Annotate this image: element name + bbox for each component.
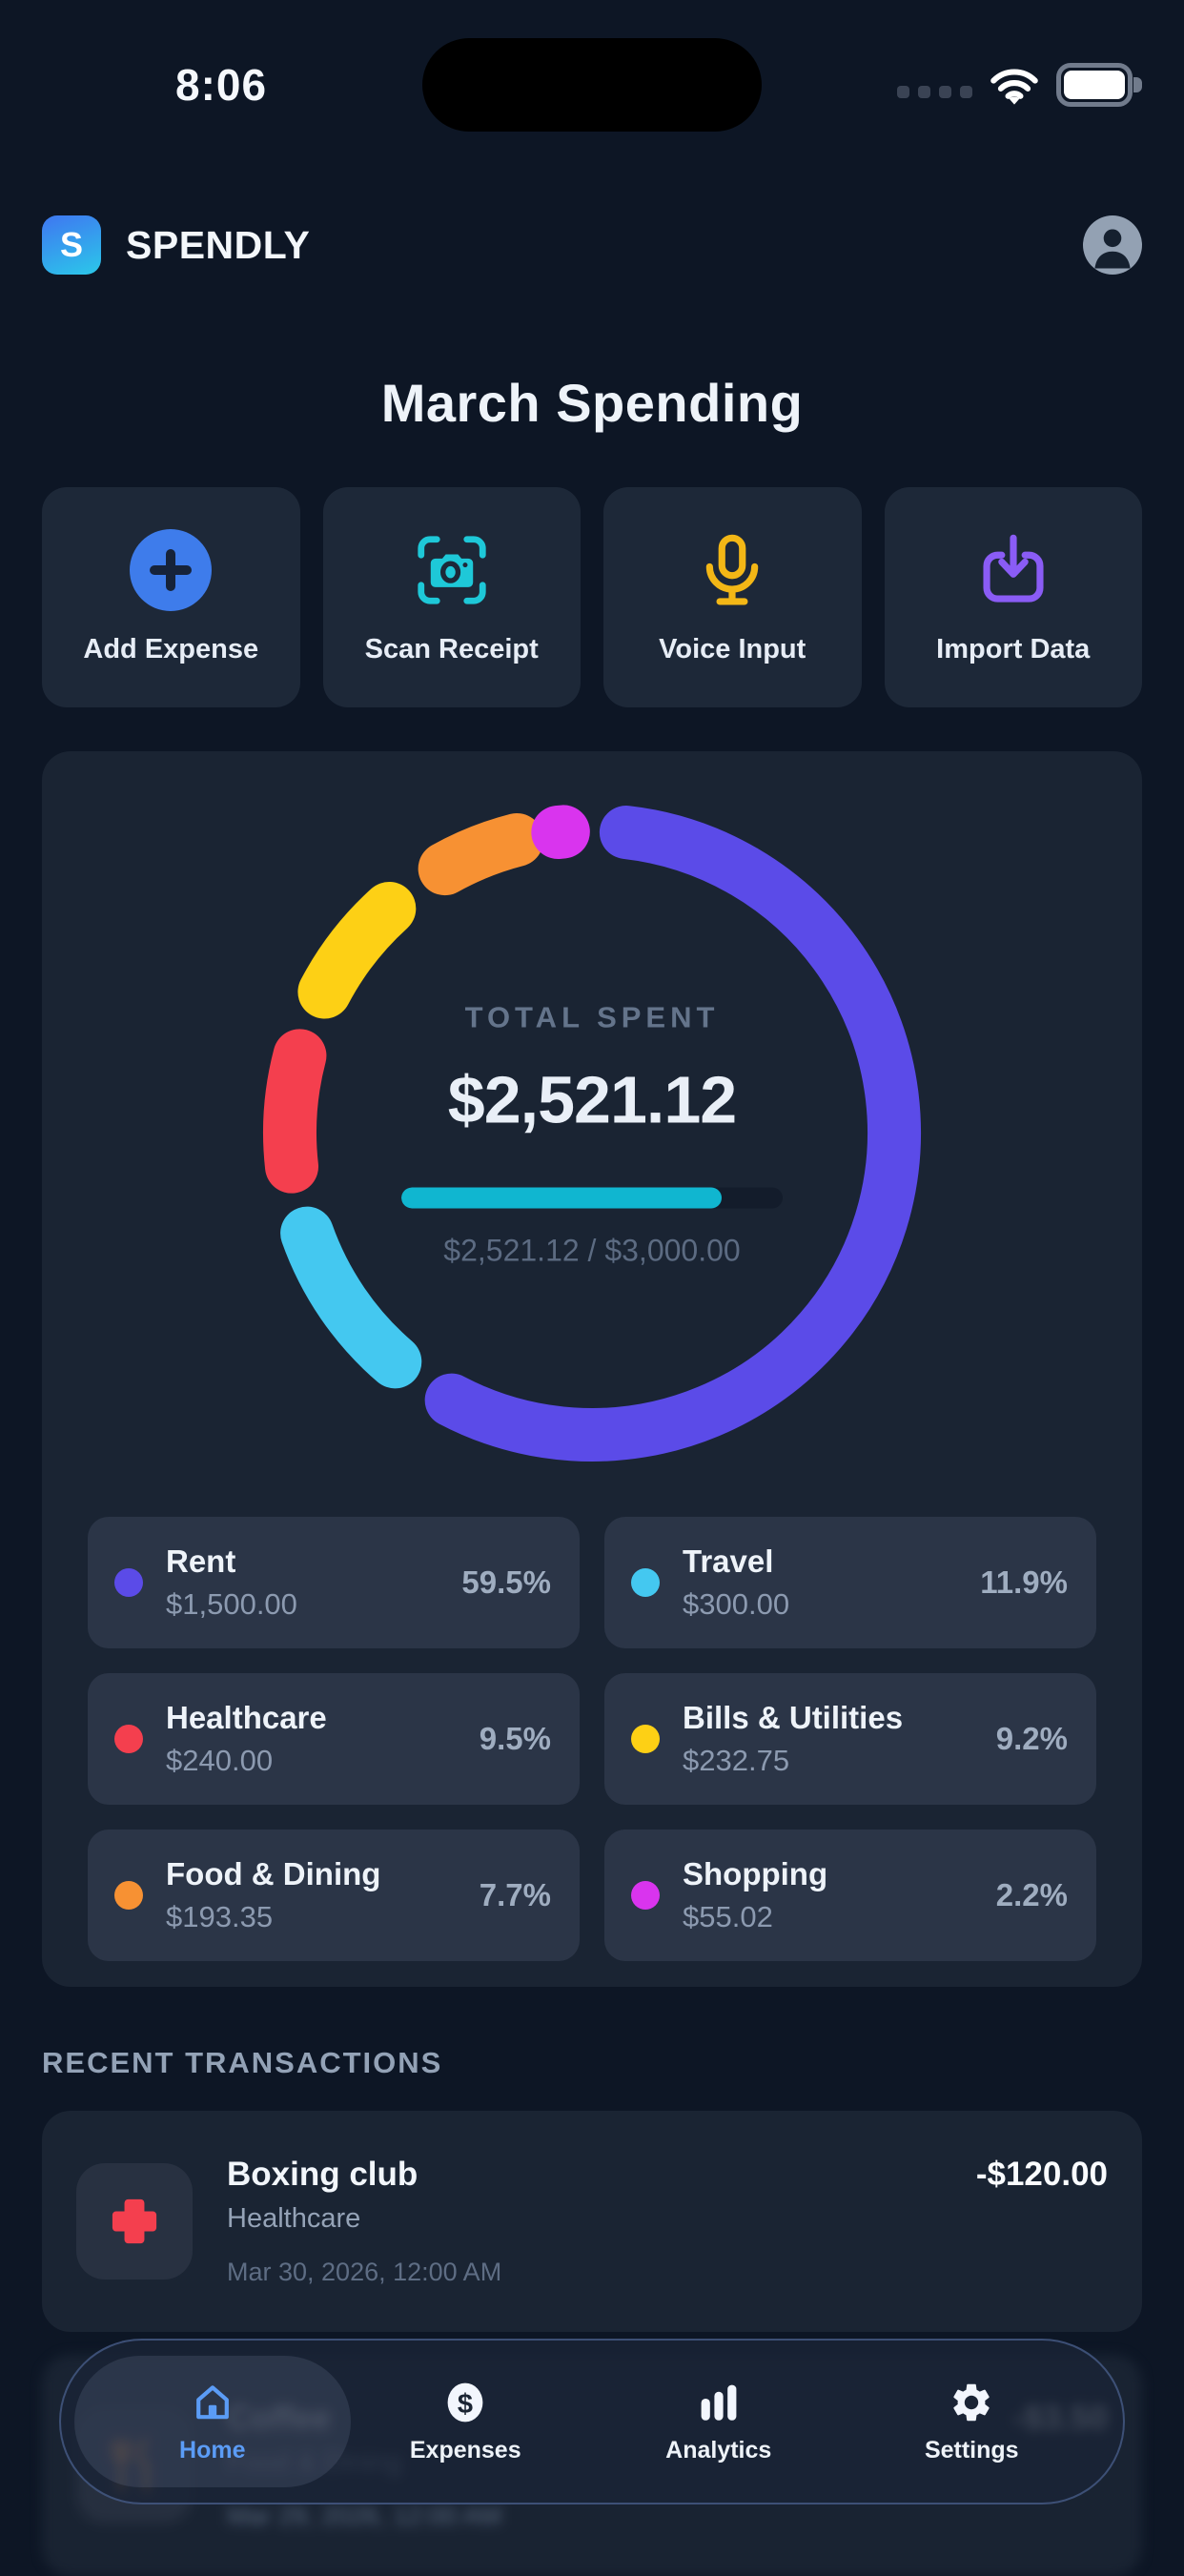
person-icon [1094, 229, 1131, 269]
legend-percent: 9.5% [479, 1721, 551, 1756]
donut-segment-bills-utilities [297, 881, 417, 1019]
legend-dot [114, 1568, 143, 1597]
app-name: SPENDLY [126, 222, 311, 267]
legend-amount: $232.75 [683, 1744, 790, 1777]
transaction-row-boxing-club[interactable]: Boxing club -$120.00 Healthcare Mar 30, … [42, 2111, 1142, 2332]
category-legend: Rent $1,500.00 59.5% Travel $300.00 11.9… [88, 1517, 1096, 1961]
legend-amount: $1,500.00 [166, 1587, 297, 1621]
plus-circle-icon [130, 527, 213, 613]
import-data-button[interactable]: Import Data [884, 487, 1142, 707]
donut-segment-food-dining [418, 812, 544, 896]
legend-item-healthcare[interactable]: Healthcare $240.00 9.5% [88, 1673, 580, 1805]
legend-label: Bills & Utilities [683, 1700, 904, 1735]
tab-label: Home [179, 2436, 246, 2464]
legend-percent: 59.5% [461, 1564, 551, 1600]
legend-amount: $193.35 [166, 1900, 274, 1933]
legend-item-food-dining[interactable]: Food & Dining $193.35 7.7% [88, 1830, 580, 1961]
transaction-title: Boxing club [227, 2156, 418, 2193]
action-label: Voice Input [659, 634, 806, 664]
legend-label: Shopping [683, 1856, 828, 1891]
scan-receipt-button[interactable]: Scan Receipt [322, 487, 581, 707]
tab-settings[interactable]: Settings [846, 2341, 1099, 2503]
donut-center: TOTAL SPENT $2,521.12 $2,521.12 / $3,000… [296, 1001, 888, 1269]
legend-item-rent[interactable]: Rent $1,500.00 59.5% [88, 1517, 580, 1648]
active-tab-highlight [74, 2356, 351, 2487]
brand: S SPENDLY [42, 215, 310, 275]
action-label: Add Expense [83, 634, 259, 664]
donut-segment-rent [424, 806, 921, 1462]
donut-segment-shopping [531, 805, 590, 860]
donut-segment-healthcare [263, 1029, 327, 1194]
medical-cross-icon [76, 2163, 193, 2280]
bar-chart-icon [701, 2384, 737, 2421]
tab-label: Analytics [665, 2436, 772, 2464]
dynamic-island [422, 38, 762, 132]
recent-transactions-heading: RECENT TRANSACTIONS [42, 2046, 443, 2079]
donut-segment-travel [280, 1206, 422, 1389]
legend-dot [114, 1881, 143, 1910]
legend-item-bills-utilities[interactable]: Bills & Utilities $232.75 9.2% [604, 1673, 1096, 1805]
legend-percent: 2.2% [995, 1877, 1068, 1912]
action-label: Scan Receipt [364, 634, 539, 664]
donut-chart [263, 805, 921, 1462]
legend-dot [631, 1725, 660, 1753]
tab-home[interactable]: Home [86, 2341, 339, 2503]
tab-analytics[interactable]: Analytics [592, 2341, 846, 2503]
donut-chart-area: TOTAL SPENT $2,521.12 $2,521.12 / $3,000… [230, 770, 954, 1500]
clock-time: 8:06 [175, 60, 268, 110]
legend-label: Travel [683, 1544, 774, 1579]
transaction-amount: -$120.00 [975, 2156, 1108, 2193]
legend-amount: $240.00 [166, 1744, 274, 1777]
legend-amount: $55.02 [683, 1900, 773, 1933]
dollar-icon: $ [447, 2382, 483, 2422]
legend-amount: $300.00 [683, 1587, 790, 1621]
legend-percent: 9.2% [995, 1721, 1068, 1756]
app-header: S SPENDLY [42, 215, 1142, 275]
svg-text:$: $ [458, 2388, 473, 2419]
budget-progress-fill [401, 1187, 722, 1209]
legend-percent: 11.9% [980, 1564, 1068, 1600]
legend-dot [631, 1568, 660, 1597]
tab-label: Expenses [409, 2436, 521, 2464]
tab-expenses[interactable]: $ Expenses [339, 2341, 593, 2503]
cellular-signal-icon [897, 85, 972, 98]
home-icon [195, 2384, 229, 2419]
spending-summary-card: TOTAL SPENT $2,521.12 $2,521.12 / $3,000… [42, 751, 1142, 1987]
gear-icon [953, 2383, 990, 2421]
action-label: Import Data [936, 634, 1091, 664]
legend-label: Healthcare [166, 1700, 327, 1735]
camera-scan-icon [411, 527, 493, 613]
tab-label: Settings [924, 2436, 1019, 2464]
transaction-category: Healthcare [227, 2203, 361, 2234]
voice-input-button[interactable]: Voice Input [603, 487, 862, 707]
legend-dot [631, 1881, 660, 1910]
total-spent-amount: $2,521.12 [447, 1062, 737, 1137]
transaction-date: Mar 30, 2026, 12:00 AM [227, 2258, 502, 2286]
budget-caption: $2,521.12 / $3,000.00 [443, 1233, 741, 1268]
wifi-icon [990, 69, 1038, 105]
legend-label: Rent [166, 1544, 236, 1579]
legend-item-travel[interactable]: Travel $300.00 11.9% [604, 1517, 1096, 1648]
legend-dot [114, 1725, 143, 1753]
battery-icon [1056, 63, 1142, 107]
quick-actions: Add Expense Scan Receipt [42, 487, 1142, 707]
profile-avatar-button[interactable] [1083, 215, 1142, 275]
legend-percent: 7.7% [479, 1877, 551, 1912]
import-tray-icon [972, 527, 1054, 613]
app-logo: S [42, 215, 101, 275]
add-expense-button[interactable]: Add Expense [42, 487, 300, 707]
legend-item-shopping[interactable]: Shopping $55.02 2.2% [604, 1830, 1096, 1961]
bottom-tab-bar: Home $ Expenses Analytics Settings [59, 2339, 1125, 2504]
page-title: March Spending [380, 373, 804, 433]
microphone-icon [691, 527, 773, 613]
legend-label: Food & Dining [166, 1856, 381, 1891]
status-icons [897, 61, 1142, 109]
budget-progress-bar [401, 1187, 783, 1209]
transaction-date: Mar 29, 2026, 12:00 AM [227, 2502, 502, 2530]
status-bar: 8:06 [0, 0, 1184, 133]
total-spent-label: TOTAL SPENT [464, 1000, 720, 1034]
